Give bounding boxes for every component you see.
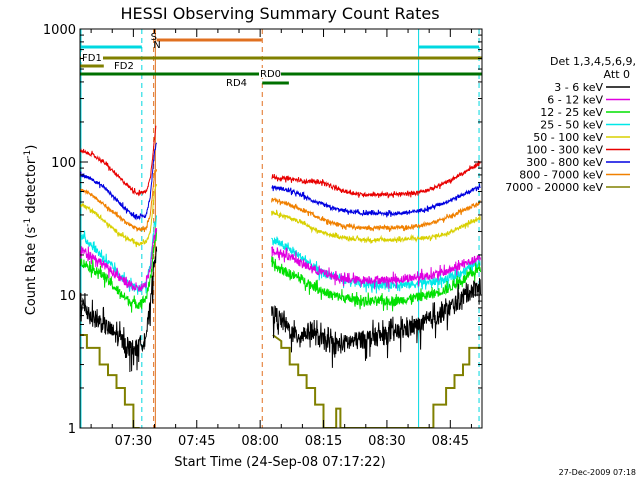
legend-entry-6-12-kev-label: 6 - 12 keV [547, 94, 603, 107]
series-800-7000-kev-pre [80, 169, 158, 233]
flag-text-s: S [151, 32, 157, 43]
y-axis-title-mid: detector [24, 158, 39, 218]
series-group [80, 125, 481, 428]
series-300-800-kev-pre [80, 142, 158, 221]
legend-entry-800-7000-kev-label: 800 - 7000 keV [519, 169, 603, 182]
x-tick-label-0845: 08:45 [432, 434, 469, 449]
flag-label-bg-fd2 [113, 60, 135, 70]
legend-entry-7000-20000-kev-label: 7000 - 20000 keV [505, 181, 603, 194]
flag-label-bg-rd4 [225, 77, 247, 87]
legend-header-attenuator: Att 0 [604, 68, 630, 81]
y-tick-label-10: 10 [59, 289, 76, 304]
chart-title: HESSI Observing Summary Count Rates [120, 4, 439, 23]
series-12-25-kev-post [271, 255, 481, 312]
flag-text-n: N [153, 40, 160, 51]
legend-header-detectors: Det 1,3,4,5,6,9, [550, 55, 636, 68]
series-100-300-kev-pre [80, 125, 157, 197]
y-tick-label-1: 1 [68, 422, 76, 437]
x-axis-title: Start Time (24-Sep-08 07:17:22) [174, 455, 385, 470]
legend-entry-3-6-kev-label: 3 - 6 keV [554, 81, 603, 94]
series-3-6-kev-post [271, 278, 481, 368]
series-3-6-kev-pre [80, 246, 158, 373]
series-7000-20000-kev-pre [80, 334, 140, 428]
y-axis-title-main: Count Rate (s [24, 227, 39, 316]
x-tick-label-0800: 08:00 [241, 434, 278, 449]
y-axis-title: Count Rate (s-1 detector-1) [23, 145, 39, 316]
legend-entry-300-800-kev-label: 300 - 800 keV [526, 156, 603, 169]
y-axis-title-sup1: -1 [23, 218, 33, 227]
y-axis-title-sup2: -1 [23, 150, 33, 159]
series-6-12-kev-post [271, 246, 481, 290]
legend-entry-100-300-kev-label: 100 - 300 keV [526, 144, 603, 157]
x-tick-label-0745: 07:45 [178, 434, 215, 449]
series-100-300-kev-post [271, 160, 481, 199]
footer-date: 27-Dec-2009 07:18 [559, 468, 636, 477]
legend-entry-25-50-kev-label: 25 - 50 keV [540, 119, 603, 132]
series-300-800-kev-post [271, 183, 481, 218]
series-50-100-kev-post [271, 209, 481, 244]
series-6-12-kev-pre [80, 228, 158, 292]
legend-entry-50-100-kev-label: 50 - 100 keV [533, 131, 603, 144]
legend-entry-12-25-kev-label: 12 - 25 keV [540, 106, 603, 119]
flag-label-fd2: FD2 [114, 61, 134, 72]
series-12-25-kev-pre [80, 229, 158, 313]
plot-area: FD1 FD2 RD0 RD4 SN 1 10 100 1000 07:30 07:45 08:00 0… [43, 23, 483, 449]
y-tick-label-1000: 1000 [43, 23, 76, 38]
x-tick-label-0830: 08:30 [368, 434, 405, 449]
flag-label-bg-fd1 [81, 52, 103, 62]
y-axis-title-end: ) [24, 145, 39, 150]
series-50-100-kev-pre [80, 184, 158, 248]
flag-label-fd1: FD1 [82, 53, 102, 64]
flag-label-rd0: RD0 [260, 69, 281, 80]
series-7000-20000-kev-post [272, 334, 481, 428]
series-800-7000-kev-post [271, 197, 481, 233]
x-tick-label-0730: 07:30 [115, 434, 152, 449]
flag-label-bg-rd0 [259, 68, 281, 78]
flag-label-rd4: RD4 [226, 78, 247, 89]
x-tick-label-0815: 08:15 [305, 434, 342, 449]
y-tick-label-100: 100 [51, 156, 76, 171]
